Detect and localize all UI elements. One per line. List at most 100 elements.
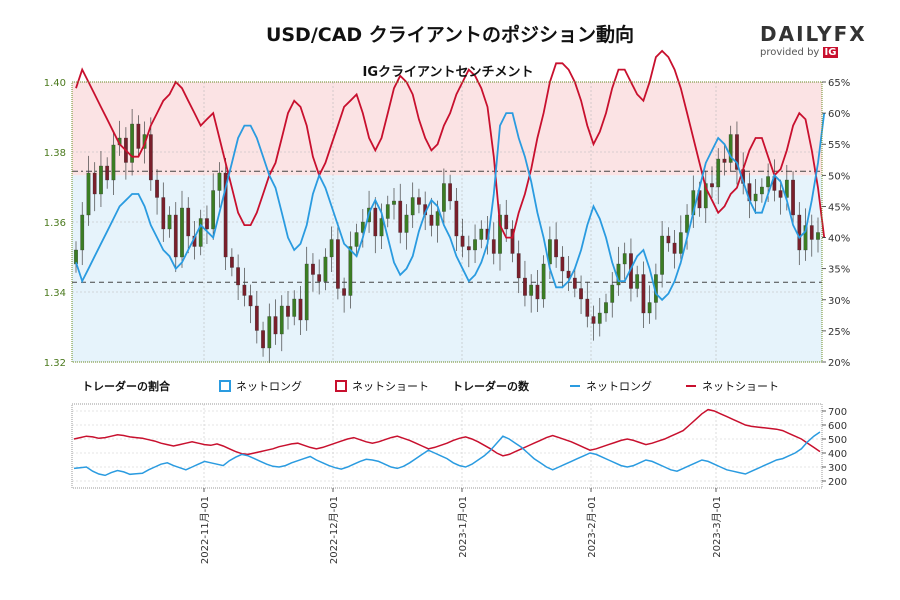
candle-body bbox=[728, 134, 733, 163]
logo-provided-by: provided by IG bbox=[760, 47, 870, 58]
candle-body bbox=[760, 186, 764, 195]
candle-body bbox=[498, 214, 502, 254]
candle-body bbox=[435, 211, 440, 226]
candle-body bbox=[635, 274, 640, 289]
candle-body bbox=[404, 214, 409, 233]
net-short-pct-line bbox=[75, 49, 826, 239]
candle-body bbox=[579, 288, 583, 300]
candle-body bbox=[672, 242, 677, 254]
candle-body bbox=[703, 183, 708, 209]
logo-brand: DAILYFX bbox=[760, 22, 867, 46]
price-tick-label: 1.32 bbox=[44, 358, 66, 369]
percent-axis: 20% 25% 30% 35% 40% 45% 50% 55% 60% 65% bbox=[822, 78, 850, 369]
count-tick-label: 600 bbox=[828, 421, 847, 432]
net-short-count-line bbox=[73, 408, 821, 457]
candle-body bbox=[298, 298, 303, 321]
percent-tick-label: 20% bbox=[828, 358, 850, 369]
date-tick-label: 2022-12月-01 bbox=[328, 496, 340, 564]
ig-logo-icon: IG bbox=[822, 47, 839, 58]
candle-body bbox=[466, 246, 471, 251]
percent-tick-label: 45% bbox=[828, 202, 850, 213]
candle-body bbox=[105, 165, 110, 181]
dailyfx-logo: DAILYFX provided by IG bbox=[760, 22, 870, 58]
candle-body bbox=[523, 277, 527, 296]
candle-body bbox=[535, 284, 540, 300]
date-tick-label: 2023-3月-01 bbox=[711, 496, 723, 558]
candle-body bbox=[491, 239, 496, 254]
candle-body bbox=[279, 305, 284, 335]
candle-body bbox=[74, 249, 78, 265]
candle-body bbox=[304, 263, 309, 321]
candle-body bbox=[111, 144, 116, 181]
candle-body bbox=[766, 176, 770, 188]
candle-body bbox=[217, 172, 222, 191]
candle-body bbox=[273, 316, 278, 335]
candle-body bbox=[230, 256, 234, 268]
date-tick-label: 2022-11月-01 bbox=[199, 496, 211, 564]
candle-body bbox=[622, 253, 627, 265]
candle-body bbox=[816, 232, 820, 240]
candle-body bbox=[442, 183, 446, 212]
trader-count-lines bbox=[73, 408, 821, 477]
candle-body bbox=[92, 172, 97, 195]
candle-body bbox=[778, 190, 783, 198]
candle-body bbox=[155, 179, 159, 198]
chart-title: USD/CAD クライアントのポジション動向 bbox=[265, 24, 635, 46]
candle-body bbox=[479, 228, 484, 240]
percent-tick-label: 55% bbox=[828, 140, 850, 151]
price-tick-label: 1.34 bbox=[44, 288, 66, 299]
sentiment-lines bbox=[75, 49, 826, 302]
percent-tick-label: 25% bbox=[828, 327, 850, 338]
logo-sub-text: provided by bbox=[760, 47, 820, 58]
legend: トレーダーの割合 ネットロング ネットショート トレーダーの数 ネットロング ネ… bbox=[82, 379, 779, 393]
trader-count-panel: 200 300 400 500 600 700 2022-11月-01 2022-12月-0… bbox=[71, 403, 847, 564]
count-tick-label: 700 bbox=[828, 407, 847, 418]
candle-body bbox=[591, 316, 596, 324]
candle-body bbox=[585, 298, 590, 317]
top-panel-frame bbox=[71, 81, 823, 363]
candle-body bbox=[80, 214, 85, 251]
candle-body bbox=[136, 123, 141, 149]
candle-body bbox=[379, 218, 384, 237]
candle-body bbox=[398, 200, 403, 233]
price-axis: 1.32 1.34 1.36 1.38 1.40 bbox=[44, 78, 66, 369]
net-long-pct-line bbox=[75, 112, 826, 302]
percent-tick-label: 35% bbox=[828, 265, 850, 276]
candle-body bbox=[510, 228, 515, 254]
percent-tick-label: 40% bbox=[828, 234, 850, 245]
candle-body bbox=[373, 207, 378, 237]
legend-count-short-label: ネットショート bbox=[702, 380, 779, 393]
candle-body bbox=[410, 197, 415, 216]
date-tick-label: 2023-2月-01 bbox=[586, 496, 598, 558]
sentiment-price-panel: 1.32 1.34 1.36 1.38 1.40 20% 25% 30% 35% 40% 45% 5… bbox=[44, 49, 850, 369]
candle-body bbox=[678, 232, 683, 254]
price-tick-label: 1.38 bbox=[44, 148, 66, 159]
percent-tick-label: 50% bbox=[828, 171, 850, 182]
candle-body bbox=[809, 225, 814, 240]
candle-body bbox=[161, 197, 166, 230]
candle-body bbox=[329, 239, 334, 258]
candle-body bbox=[560, 256, 565, 272]
candle-body bbox=[348, 246, 353, 296]
candle-body bbox=[504, 214, 509, 230]
candle-body bbox=[604, 302, 608, 314]
candle-body bbox=[454, 200, 459, 237]
candle-body bbox=[710, 183, 714, 188]
count-tick-label: 200 bbox=[828, 477, 847, 488]
candle-body bbox=[541, 263, 546, 300]
price-tick-label: 1.36 bbox=[44, 218, 66, 229]
count-axis: 200 300 400 500 600 700 bbox=[822, 407, 847, 488]
candle-body bbox=[448, 183, 452, 202]
count-tick-label: 500 bbox=[828, 435, 847, 446]
reference-lines bbox=[72, 170, 822, 283]
candle-body bbox=[242, 284, 247, 296]
candle-body bbox=[354, 232, 359, 247]
legend-ratio-long-swatch bbox=[219, 380, 231, 392]
candle-body bbox=[473, 239, 477, 251]
candle-body bbox=[803, 225, 808, 251]
candle-body bbox=[572, 277, 577, 289]
legend-count-long-label: ネットロング bbox=[586, 379, 652, 393]
candle-body bbox=[342, 288, 346, 296]
candle-body bbox=[554, 239, 558, 258]
